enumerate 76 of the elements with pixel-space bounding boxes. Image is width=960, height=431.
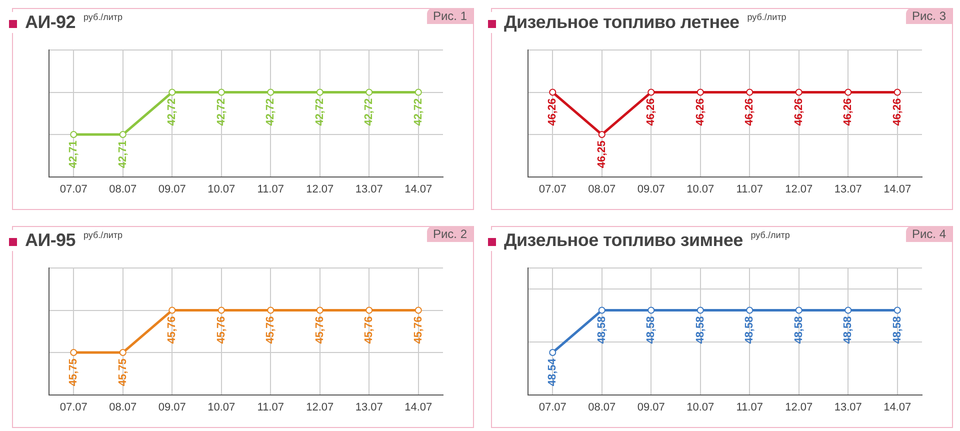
chart-title: АИ-92 [25, 12, 76, 33]
data-label: 48,58 [842, 316, 854, 344]
x-tick-label: 08.07 [109, 401, 137, 414]
chart-subtitle: руб./литр [750, 230, 790, 240]
x-tick-label: 12.07 [306, 401, 334, 414]
data-label: 46,25 [596, 140, 608, 168]
data-label: 45,76 [166, 316, 178, 344]
data-label: 48,58 [645, 316, 658, 344]
x-tick-label: 09.07 [158, 401, 186, 414]
data-label: 46,26 [744, 98, 756, 126]
data-label: 45,76 [363, 316, 376, 344]
x-tick-label: 09.07 [637, 183, 665, 196]
text: Рис. 4 [906, 226, 952, 242]
x-tick-label: 07.07 [60, 401, 88, 414]
chart-title: Дизельное топливо летнее [504, 12, 740, 33]
data-label: 45,76 [412, 316, 424, 344]
x-tick-label: 14.07 [404, 401, 432, 414]
text: Рис. 1 [426, 8, 473, 24]
x-tick-label: 13.07 [355, 401, 383, 414]
x-tick-label: 10.07 [686, 401, 714, 414]
x-tick-label: 12.07 [785, 401, 813, 414]
x-tick-label: 10.07 [208, 183, 236, 196]
data-label: 42,72 [215, 98, 228, 126]
x-tick-label: 11.07 [736, 401, 763, 414]
x-tick-label: 11.07 [736, 183, 763, 196]
data-label: 42,72 [166, 98, 178, 126]
data-label: 42,72 [314, 98, 326, 126]
x-tick-label: 14.07 [884, 401, 912, 414]
x-tick-label: 09.07 [637, 401, 665, 414]
data-label: 48,58 [891, 316, 904, 344]
x-tick-label: 13.07 [834, 183, 862, 196]
data-label: 46,26 [891, 98, 904, 126]
x-tick-label: 13.07 [355, 183, 383, 196]
data-label: 46,26 [546, 98, 559, 126]
data-label: 48,58 [694, 316, 706, 344]
x-tick-label: 11.07 [257, 401, 284, 414]
chart-subtitle: руб./литр [747, 12, 786, 22]
data-label: 48,58 [792, 316, 805, 344]
chart-title: Дизельное топливо зимнее [504, 230, 743, 251]
x-tick-label: 08.07 [588, 183, 616, 196]
data-label: 42,72 [363, 98, 376, 126]
x-tick-label: 13.07 [834, 401, 862, 414]
x-tick-label: 14.07 [404, 183, 432, 196]
data-label: 46,26 [792, 98, 805, 126]
chart-title: АИ-95 [25, 230, 76, 251]
x-tick-label: 14.07 [884, 183, 912, 196]
x-tick-label: 11.07 [257, 183, 284, 196]
x-tick-label: 08.07 [109, 183, 137, 196]
x-tick-label: 08.07 [588, 401, 616, 414]
data-label: 46,26 [645, 98, 658, 126]
data-label: 48,58 [744, 316, 756, 344]
data-label: 46,26 [842, 98, 854, 126]
data-label: 48,54 [546, 358, 559, 386]
data-label: 42,72 [412, 98, 424, 126]
chart-subtitle: руб./литр [83, 12, 123, 22]
x-tick-label: 12.07 [306, 183, 334, 196]
chart-subtitle: руб./литр [83, 230, 123, 240]
text: Рис. 2 [426, 226, 473, 242]
x-tick-label: 10.07 [208, 401, 236, 414]
x-tick-label: 10.07 [686, 183, 714, 196]
data-label: 45,76 [314, 316, 326, 344]
text: Рис. 3 [906, 8, 952, 24]
data-label: 48,58 [596, 316, 608, 344]
x-tick-label: 07.07 [538, 183, 566, 196]
data-label: 45,75 [68, 358, 80, 386]
data-label: 42,71 [116, 140, 129, 168]
data-label: 46,26 [694, 98, 706, 126]
data-label: 45,76 [264, 316, 277, 344]
x-tick-label: 07.07 [60, 183, 88, 196]
data-label: 45,75 [116, 358, 129, 386]
data-label: 42,71 [68, 140, 80, 168]
x-tick-label: 07.07 [538, 401, 566, 414]
x-tick-label: 09.07 [158, 183, 186, 196]
x-tick-label: 12.07 [785, 183, 813, 196]
data-label: 42,72 [264, 98, 277, 126]
data-label: 45,76 [215, 316, 228, 344]
